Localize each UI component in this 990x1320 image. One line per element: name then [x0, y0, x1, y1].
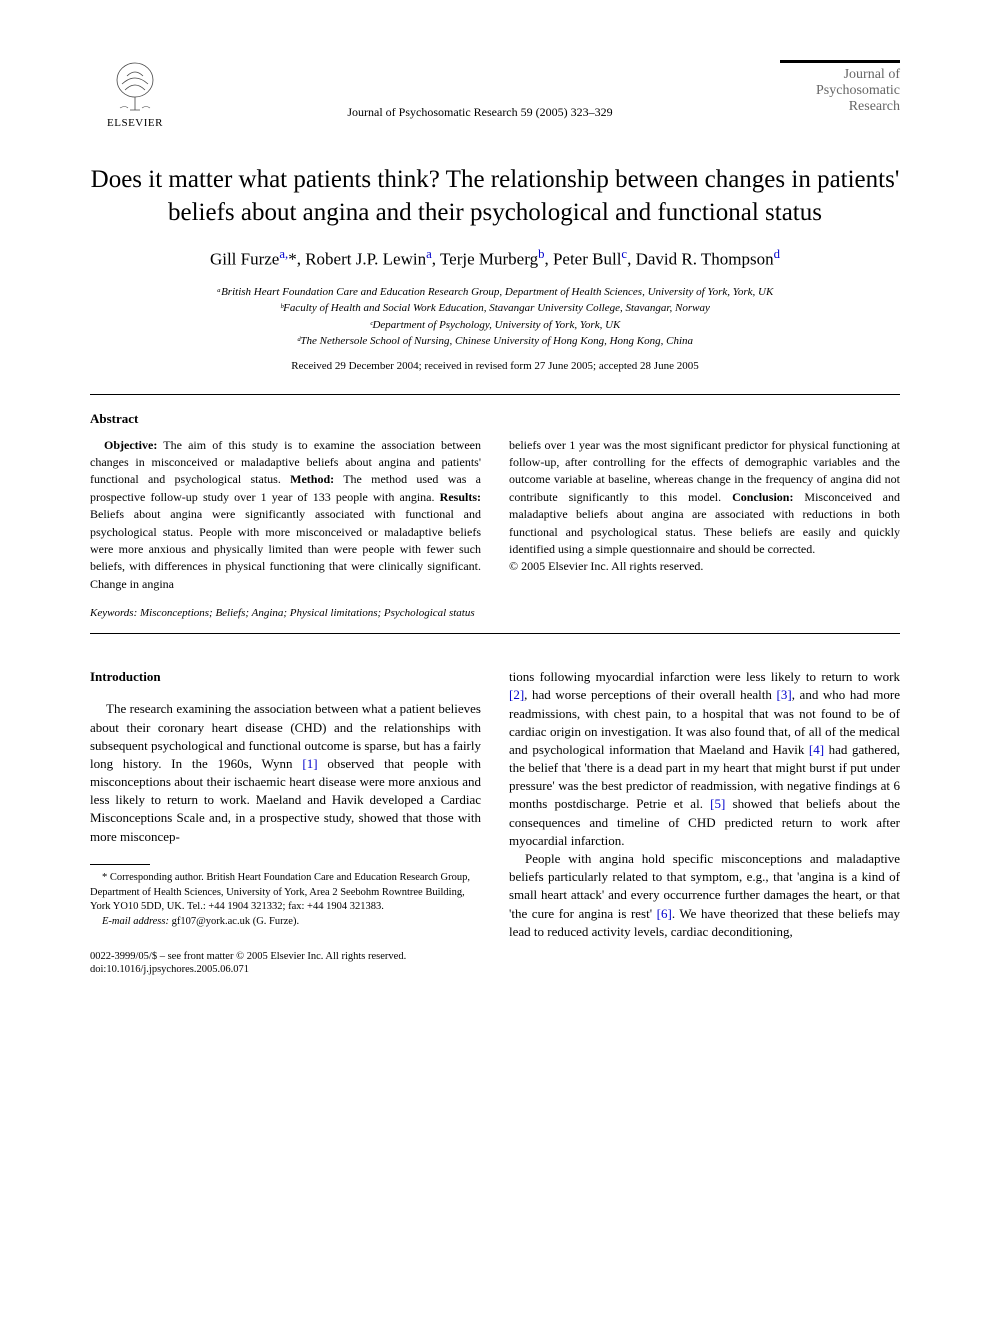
body-columns: Introduction The research examining the …	[90, 668, 900, 977]
divider	[90, 633, 900, 634]
article-title: Does it matter what patients think? The …	[90, 164, 900, 229]
journal-logo-line: Psychosomatic	[780, 83, 900, 99]
ref-link-1[interactable]: [1]	[302, 756, 317, 771]
ref-link-6[interactable]: [6]	[657, 906, 672, 921]
footnotes: * Corresponding author. British Heart Fo…	[90, 871, 481, 930]
abstract-section: Abstract Objective: The aim of this stud…	[90, 411, 900, 594]
keywords: Keywords: Misconceptions; Beliefs; Angin…	[90, 607, 900, 619]
authors: Gill Furzea,*, Robert J.P. Lewina, Terje…	[90, 247, 900, 270]
intro-para-1: The research examining the association b…	[90, 700, 481, 846]
email-label: E-mail address:	[102, 916, 169, 927]
divider	[90, 394, 900, 395]
affiliations: ᵃBritish Heart Foundation Care and Educa…	[90, 284, 900, 350]
intro-para-1-cont: tions following myocardial infarction we…	[509, 668, 900, 850]
doi-line: doi:10.1016/j.jpsychores.2005.06.071	[90, 963, 481, 977]
ref-link-4[interactable]: [4]	[809, 742, 824, 757]
affiliation-a: ᵃBritish Heart Foundation Care and Educa…	[90, 284, 900, 301]
abstract-col-left: Objective: The aim of this study is to e…	[90, 437, 481, 594]
publisher-name: ELSEVIER	[107, 117, 163, 129]
text-run: tions following myocardial infarction we…	[509, 669, 900, 684]
intro-para-2: People with angina hold specific misconc…	[509, 850, 900, 941]
introduction-heading: Introduction	[90, 668, 481, 686]
affiliation-b: ᵇFaculty of Health and Social Work Educa…	[90, 300, 900, 317]
journal-logo-line: Research	[780, 99, 900, 115]
copyright-footer: 0022-3999/05/$ – see front matter © 2005…	[90, 950, 481, 977]
affiliation-d: ᵈThe Nethersole School of Nursing, Chine…	[90, 333, 900, 350]
journal-reference: Journal of Psychosomatic Research 59 (20…	[180, 60, 780, 120]
ref-link-2[interactable]: [2]	[509, 687, 524, 702]
email-value: gf107@york.ac.uk (G. Furze).	[169, 916, 299, 927]
body-col-right: tions following myocardial infarction we…	[509, 668, 900, 977]
abstract-copyright: © 2005 Elsevier Inc. All rights reserved…	[509, 558, 900, 575]
text-run: , had worse perceptions of their overall…	[524, 687, 776, 702]
corresponding-author: * Corresponding author. British Heart Fo…	[90, 871, 481, 915]
footnote-separator	[90, 864, 150, 865]
email-line: E-mail address: gf107@york.ac.uk (G. Fur…	[90, 915, 481, 930]
journal-logo: Journal of Psychosomatic Research	[780, 60, 900, 115]
article-dates: Received 29 December 2004; received in r…	[90, 360, 900, 372]
publisher-logo: ELSEVIER	[90, 60, 180, 129]
ref-link-5[interactable]: [5]	[710, 796, 725, 811]
affiliation-c: ᶜDepartment of Psychology, University of…	[90, 317, 900, 334]
journal-logo-line: Journal of	[780, 67, 900, 83]
page-header: ELSEVIER Journal of Psychosomatic Resear…	[90, 60, 900, 129]
abstract-col-right: beliefs over 1 year was the most signifi…	[509, 437, 900, 594]
copyright-line-1: 0022-3999/05/$ – see front matter © 2005…	[90, 950, 481, 964]
body-col-left: Introduction The research examining the …	[90, 668, 481, 977]
elsevier-tree-icon	[110, 60, 160, 115]
ref-link-3[interactable]: [3]	[777, 687, 792, 702]
abstract-heading: Abstract	[90, 411, 900, 427]
